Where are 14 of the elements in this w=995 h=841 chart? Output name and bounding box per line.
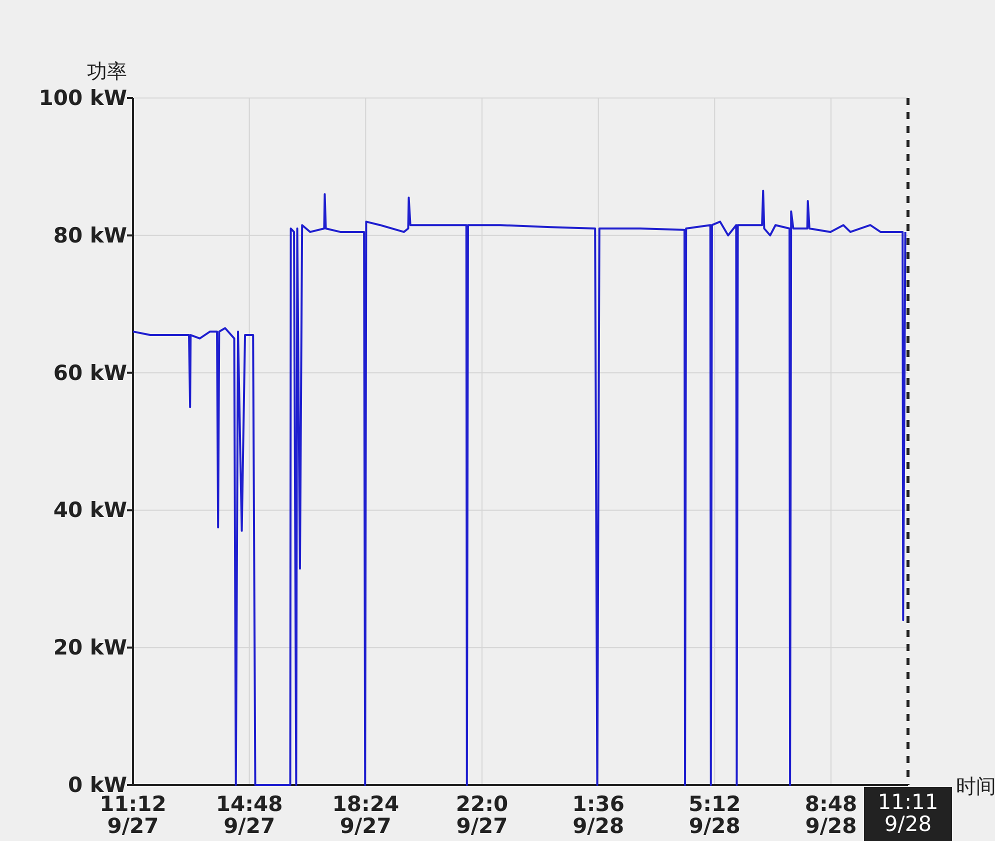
ref-line-label: 11:11 9/28 bbox=[878, 790, 938, 836]
y-tick-label: 60 kW bbox=[53, 360, 127, 385]
x-tick-label: 8:48 9/28 bbox=[804, 792, 858, 838]
x-tick-label: 22:0 9/27 bbox=[456, 792, 508, 838]
x-tick-label: 14:48 9/27 bbox=[216, 792, 283, 838]
y-tick-label: 40 kW bbox=[53, 498, 127, 522]
x-axis-title: 时间 bbox=[956, 774, 995, 798]
y-tick-label: 20 kW bbox=[53, 636, 127, 660]
y-tick-label: 80 kW bbox=[53, 223, 127, 248]
x-tick-label: 5:12 9/28 bbox=[688, 792, 741, 838]
y-tick-label: 100 kW bbox=[38, 86, 127, 110]
x-tick-label: 18:24 9/27 bbox=[332, 792, 400, 838]
x-tick-label: 1:36 9/28 bbox=[572, 792, 624, 838]
y-axis-title: 功率 bbox=[87, 59, 127, 83]
